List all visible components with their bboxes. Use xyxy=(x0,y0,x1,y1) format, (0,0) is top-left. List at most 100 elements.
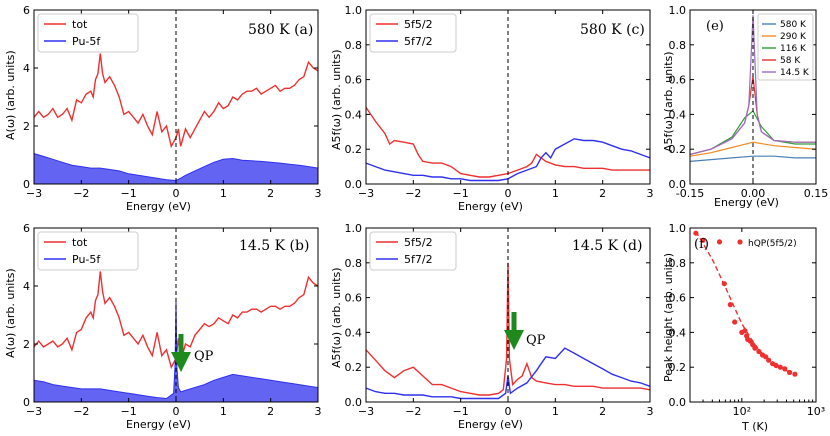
panel-a: −3 −2 −1 0 1 2 3 0 2 4 6 580 K (a) tot Pu-5f Energ… xyxy=(4,4,322,213)
xtick-label-a-6: 3 xyxy=(315,187,322,200)
ytick-label-d-2: 0.4 xyxy=(345,326,363,339)
xlabel-a: Energy (eV) xyxy=(126,200,191,213)
xtick-label-b-3: 0 xyxy=(173,405,180,418)
legend-label-e-1: 290 K xyxy=(780,32,807,42)
xtick-label-d-0: −3 xyxy=(358,405,374,418)
ytick-label-a-1: 2 xyxy=(23,120,30,133)
xtick-label-b-4: 1 xyxy=(220,405,227,418)
ylabel-b: A(ω) (arb. units) xyxy=(4,268,17,358)
xtick-label-d-2: −1 xyxy=(453,405,469,418)
fit-line-f xyxy=(695,231,796,375)
ytick-label-c-0: 0.0 xyxy=(345,178,363,191)
legend-box-e xyxy=(757,13,814,81)
ytick-label-b-2: 4 xyxy=(23,280,30,293)
xtick-label-c-0: −3 xyxy=(358,187,374,200)
ylabel-f: Peak height (arb. units) xyxy=(662,253,675,382)
legend-marker-f xyxy=(737,239,743,245)
xtick-label-c-4: 1 xyxy=(552,187,559,200)
xlabel-e: Energy (eV) xyxy=(714,196,779,209)
xlabel-b: Energy (eV) xyxy=(126,418,191,431)
ytick-label-c-5: 1.0 xyxy=(345,4,363,17)
ytick-label-c-2: 0.4 xyxy=(345,108,363,121)
series-d-5f5-2 xyxy=(365,262,651,396)
panel-title-c: 580 K (c) xyxy=(580,22,645,38)
ytick-label-a-3: 6 xyxy=(23,4,30,17)
legend-e: 580 K 290 K 116 K 58 K 14.5 K xyxy=(757,13,814,81)
ticks-d: −3 −2 −1 0 1 2 3 0.0 0.2 0.4 0.6 0.8 1.0 xyxy=(345,222,654,418)
xlabel-f: T (K) xyxy=(741,420,768,433)
ticks-c: −3 −2 −1 0 1 2 3 0.0 0.2 0.4 0.6 0.8 1.0 xyxy=(345,4,654,200)
legend-b: tot Pu-5f xyxy=(37,231,139,271)
ticks-e: -0.15 0.00 0.15 0.0 0.2 0.4 0.6 0.8 1.0 xyxy=(669,4,829,200)
ytick-label-b-1: 2 xyxy=(23,338,30,351)
ytick-label-f-1: 0.2 xyxy=(669,361,687,374)
xtick-label-c-6: 3 xyxy=(647,187,654,200)
ytick-label-b-0: 0 xyxy=(23,396,30,409)
xtick-label-f-0: 10² xyxy=(733,405,751,418)
ytick-label-b-3: 6 xyxy=(23,222,30,235)
legend-label-e-0: 580 K xyxy=(780,20,807,30)
xtick-label-b-5: 2 xyxy=(267,405,274,418)
panel-title-e: (e) xyxy=(706,19,724,34)
ytick-label-d-0: 0.0 xyxy=(345,396,363,409)
point-f-4 xyxy=(727,302,733,308)
ytick-label-c-4: 0.8 xyxy=(345,39,363,52)
legend-label-5f52-c: 5f5/2 xyxy=(404,18,433,31)
ytick-label-e-2: 0.4 xyxy=(669,108,687,121)
series-a-pu-5f xyxy=(33,152,319,185)
xtick-label-a-5: 2 xyxy=(267,187,274,200)
panel-e: -0.15 0.00 0.15 0.0 0.2 0.4 0.6 0.8 1.0 (e) 580 … xyxy=(662,4,828,209)
ylabel-c: A5f(ω) (arb. units) xyxy=(330,49,343,150)
ticks-a: −3 −2 −1 0 1 2 3 0 2 4 6 xyxy=(23,4,322,200)
series-e-14-5-k xyxy=(689,15,816,155)
panel-title-a: 580 K (a) xyxy=(248,22,313,38)
series-e-290-k xyxy=(689,141,817,157)
plot-area-a xyxy=(33,10,319,185)
legend-a: tot Pu-5f xyxy=(37,13,139,53)
ytick-label-f-5: 1.0 xyxy=(669,222,687,235)
legend-label-5f52-d: 5f5/2 xyxy=(404,236,433,249)
xtick-label-a-4: 1 xyxy=(220,187,227,200)
qp-label-d: QP xyxy=(526,333,546,348)
panel-title-b: 14.5 K (b) xyxy=(239,238,309,254)
plot-area-c xyxy=(365,10,651,184)
panel-d: −3 −2 −1 0 1 2 30.00.20.40.60.81.0 14.5 K (d) … xyxy=(330,222,654,431)
ytick-label-a-2: 4 xyxy=(23,62,30,75)
legend-label-tot-a: tot xyxy=(72,18,88,31)
ytick-label-d-3: 0.6 xyxy=(345,292,363,305)
xtick-label-d-6: 3 xyxy=(647,405,654,418)
ylabel-d: A5f(ω) (arb. units) xyxy=(330,267,343,368)
ytick-label-d-4: 0.8 xyxy=(345,257,363,270)
panel-title-d: 14.5 K (d) xyxy=(572,238,642,254)
ytick-label-a-0: 0 xyxy=(23,178,30,191)
ytick-label-e-1: 0.2 xyxy=(669,143,687,156)
xtick-label-b-2: −1 xyxy=(121,405,137,418)
ticks-f: 10² 10³ 0.0 0.2 0.4 0.6 0.8 1.0 xyxy=(669,222,826,418)
ylabel-e: A5f(ω) (arb. units) xyxy=(662,51,675,152)
xtick-label-a-2: −1 xyxy=(121,187,137,200)
xtick-label-a-1: −2 xyxy=(73,187,89,200)
ytick-label-f-3: 0.6 xyxy=(669,292,687,305)
panel-b: −3 −2 −1 0 1 2 3 0 2 4 6 14.5 K (b) tot Pu-5f QP E… xyxy=(4,222,322,431)
legend-label-e-3: 58 K xyxy=(780,56,801,66)
series-c-5f5-2 xyxy=(365,107,650,178)
series-d-5f7-2 xyxy=(365,347,651,400)
xtick-label-c-5: 2 xyxy=(599,187,606,200)
series-e-580-k xyxy=(689,155,816,162)
legend-label-tot-b: tot xyxy=(72,236,88,249)
plot-area-f xyxy=(693,230,798,377)
point-f-5 xyxy=(732,319,738,325)
plot-area-d xyxy=(365,228,651,402)
xtick-label-f-1: 10³ xyxy=(807,405,825,418)
panel-title-f: (f) xyxy=(694,237,709,252)
ytick-label-c-1: 0.2 xyxy=(345,143,363,156)
xtick-label-c-3: 0 xyxy=(505,187,512,200)
xlabel-d: Energy (eV) xyxy=(458,418,523,431)
plot-area-e xyxy=(689,10,817,184)
panel-c: −3 −2 −1 0 1 2 3 0.0 0.2 0.4 0.6 0.8 1.0 580 K (c) 5… xyxy=(330,4,654,213)
legend-label-5f72-c: 5f7/2 xyxy=(404,35,433,48)
xtick-label-d-1: −2 xyxy=(405,405,421,418)
xtick-label-a-3: 0 xyxy=(173,187,180,200)
